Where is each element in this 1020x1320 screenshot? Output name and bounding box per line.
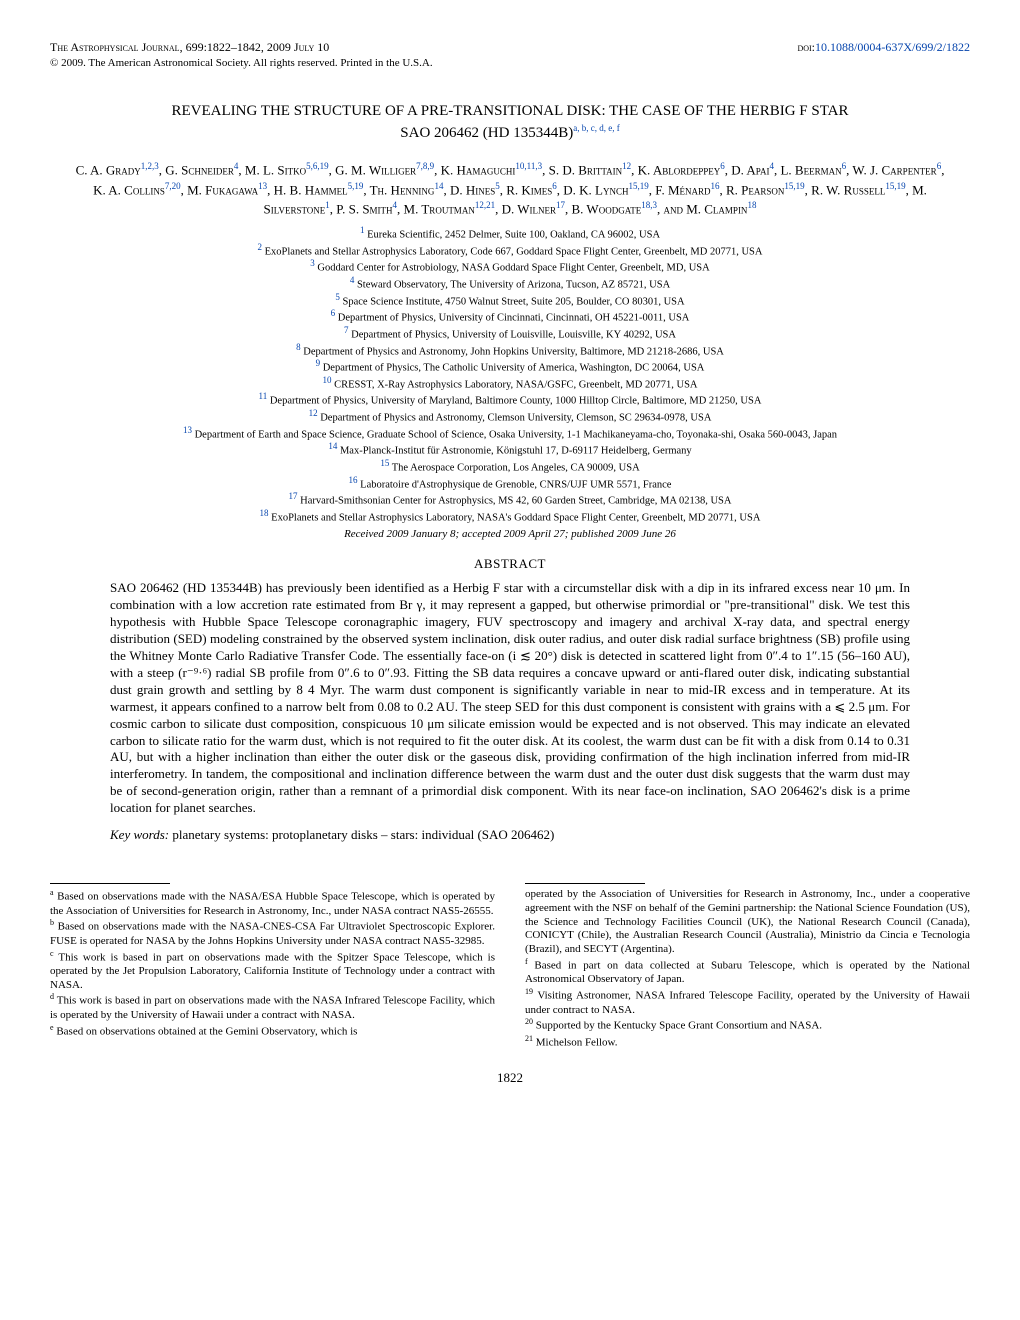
footnote: c This work is based in part on observat… bbox=[50, 949, 495, 993]
footnote: f Based in part on data collected at Sub… bbox=[525, 957, 970, 987]
doi-link[interactable]: 10.1088/0004-637X/699/2/1822 bbox=[815, 40, 970, 54]
received-dates: Received 2009 January 8; accepted 2009 A… bbox=[50, 528, 970, 542]
affiliation: 6 Department of Physics, University of C… bbox=[50, 308, 970, 325]
title-footnote-markers: a, b, c, d, e, f bbox=[573, 123, 619, 133]
title-line1: REVEALING THE STRUCTURE OF A PRE-TRANSIT… bbox=[171, 103, 848, 119]
footnote: b Based on observations made with the NA… bbox=[50, 918, 495, 948]
affiliation: 5 Space Science Institute, 4750 Walnut S… bbox=[50, 292, 970, 309]
footnote: e Based on observations obtained at the … bbox=[50, 1023, 495, 1039]
footnote: 19 Visiting Astronomer, NASA Infrared Te… bbox=[525, 987, 970, 1017]
journal-cite: , 699:1822–1842, 2009 July 10 bbox=[180, 40, 330, 54]
affiliation: 14 Max-Planck-Institut für Astronomie, K… bbox=[50, 441, 970, 458]
abstract-text: SAO 206462 (HD 135344B) has previously b… bbox=[110, 580, 910, 816]
footnotes-left-col: a Based on observations made with the NA… bbox=[50, 883, 495, 1050]
footnotes-right-col: operated by the Association of Universit… bbox=[525, 883, 970, 1050]
affiliation: 1 Eureka Scientific, 2452 Delmer, Suite … bbox=[50, 225, 970, 242]
affiliation: 18 ExoPlanets and Stellar Astrophysics L… bbox=[50, 508, 970, 525]
affiliation: 13 Department of Earth and Space Science… bbox=[50, 425, 970, 442]
affiliation: 17 Harvard-Smithsonian Center for Astrop… bbox=[50, 491, 970, 508]
keywords-text: planetary systems: protoplanetary disks … bbox=[172, 827, 554, 842]
author-list: C. A. Grady1,2,3, G. Schneider4, M. L. S… bbox=[70, 160, 950, 219]
keywords: Key words: planetary systems: protoplane… bbox=[110, 827, 910, 843]
footnote: a Based on observations made with the NA… bbox=[50, 888, 495, 918]
copyright: © 2009. The American Astronomical Societ… bbox=[50, 57, 970, 71]
footnotes: a Based on observations made with the NA… bbox=[50, 883, 970, 1050]
journal-citation: The Astrophysical Journal, 699:1822–1842… bbox=[50, 40, 329, 55]
affiliation: 15 The Aerospace Corporation, Los Angele… bbox=[50, 458, 970, 475]
footnote: 21 Michelson Fellow. bbox=[525, 1034, 970, 1050]
page-number: 1822 bbox=[50, 1070, 970, 1086]
affiliation: 7 Department of Physics, University of L… bbox=[50, 325, 970, 342]
footnote: d This work is based in part on observat… bbox=[50, 992, 495, 1022]
affiliation: 8 Department of Physics and Astronomy, J… bbox=[50, 342, 970, 359]
article-title: REVEALING THE STRUCTURE OF A PRE-TRANSIT… bbox=[110, 101, 910, 144]
footnote: operated by the Association of Universit… bbox=[525, 888, 970, 957]
affiliation: 16 Laboratoire d'Astrophysique de Grenob… bbox=[50, 475, 970, 492]
affiliation: 4 Steward Observatory, The University of… bbox=[50, 275, 970, 292]
affiliation: 11 Department of Physics, University of … bbox=[50, 391, 970, 408]
keywords-label: Key words: bbox=[110, 827, 169, 842]
title-line2: SAO 206462 (HD 135344B) bbox=[400, 125, 573, 141]
affiliation: 3 Goddard Center for Astrobiology, NASA … bbox=[50, 258, 970, 275]
doi-label: doi: bbox=[797, 40, 815, 54]
affiliation: 10 CRESST, X-Ray Astrophysics Laboratory… bbox=[50, 375, 970, 392]
journal-name: The Astrophysical Journal bbox=[50, 40, 180, 54]
affiliation: 2 ExoPlanets and Stellar Astrophysics La… bbox=[50, 242, 970, 259]
doi-block: doi:10.1088/0004-637X/699/2/1822 bbox=[797, 40, 970, 55]
affiliation: 12 Department of Physics and Astronomy, … bbox=[50, 408, 970, 425]
footnote: 20 Supported by the Kentucky Space Grant… bbox=[525, 1017, 970, 1033]
running-head: The Astrophysical Journal, 699:1822–1842… bbox=[50, 40, 970, 55]
affiliation: 9 Department of Physics, The Catholic Un… bbox=[50, 358, 970, 375]
abstract-heading: ABSTRACT bbox=[50, 556, 970, 572]
affiliation-list: 1 Eureka Scientific, 2452 Delmer, Suite … bbox=[50, 225, 970, 524]
